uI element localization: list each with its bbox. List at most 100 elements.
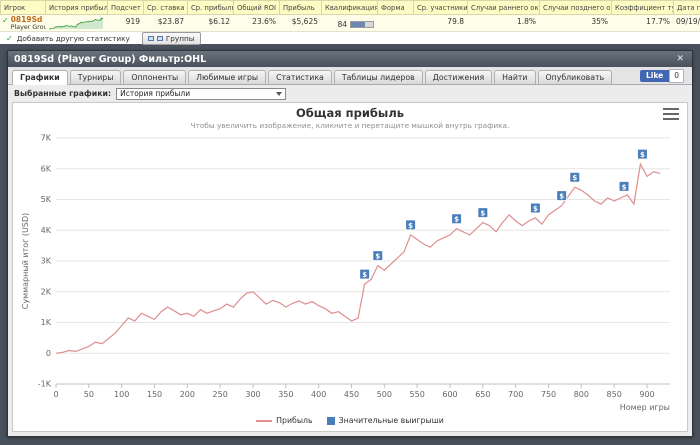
count-value: 919	[125, 17, 140, 26]
svg-text:$: $	[640, 151, 645, 159]
column-header-qualification[interactable]: Квалификация	[322, 0, 378, 15]
tab-opponents[interactable]: Оппоненты	[123, 70, 187, 84]
svg-text:250: 250	[213, 390, 228, 399]
total-roi-value: 23.6%	[252, 17, 276, 26]
legend-item-profit[interactable]: Прибыль	[256, 416, 313, 425]
svg-text:300: 300	[245, 390, 260, 399]
tab-find[interactable]: Найти	[494, 70, 536, 84]
column-header-profit-history[interactable]: История прибыли	[46, 0, 108, 15]
player-group-label: Player Group	[10, 24, 46, 31]
player-name[interactable]: 0819Sd	[10, 15, 43, 24]
early-finish-value: 1.8%	[516, 17, 536, 26]
svg-text:6K: 6K	[41, 164, 52, 173]
svg-text:$: $	[454, 216, 459, 224]
legend-label: Прибыль	[276, 416, 313, 425]
column-header-first-game[interactable]: Дата первой иг...	[674, 0, 700, 15]
column-header-form[interactable]: Форма	[378, 0, 414, 15]
tab-publish[interactable]: Опубликовать	[537, 70, 613, 84]
svg-text:500: 500	[377, 390, 392, 399]
svg-text:800: 800	[574, 390, 589, 399]
tab-favorite-games[interactable]: Любимые игры	[188, 70, 267, 84]
svg-text:450: 450	[344, 390, 359, 399]
svg-text:$: $	[559, 193, 564, 201]
svg-text:3K: 3K	[41, 257, 52, 266]
svg-text:Номер игры: Номер игры	[620, 403, 670, 412]
late-finish-value: 35%	[591, 17, 608, 26]
turbo-coeff-value: 17.7%	[646, 17, 670, 26]
legend-label: Значительные выигрыши	[338, 416, 444, 425]
qualification-cell: 84	[322, 15, 378, 31]
tab-graphs[interactable]: Графики	[12, 70, 68, 85]
groups-icon	[147, 35, 154, 41]
facebook-like-count: 0	[669, 68, 684, 83]
svg-text:$: $	[362, 271, 367, 279]
svg-text:100: 100	[114, 390, 129, 399]
facebook-like-widget[interactable]: Like 0	[639, 68, 684, 83]
add-stat-check-icon: ✓	[6, 33, 13, 43]
column-header-early-finish[interactable]: Случаи раннего окончания (10%)	[468, 0, 540, 15]
panel-body: Like 0 Графики Турниры Оппоненты Любимые…	[8, 67, 692, 436]
svg-text:700: 700	[508, 390, 523, 399]
svg-text:650: 650	[475, 390, 490, 399]
svg-text:-1K: -1K	[38, 380, 52, 389]
legend-item-big-wins[interactable]: Значительные выигрыши	[326, 416, 444, 425]
form-gauge-fill	[351, 21, 365, 27]
groups-icon	[156, 35, 163, 41]
form-value	[378, 15, 414, 31]
svg-text:2K: 2K	[41, 287, 52, 296]
column-header-player[interactable]: Игрок	[0, 0, 46, 15]
svg-text:600: 600	[442, 390, 457, 399]
svg-text:0: 0	[46, 349, 51, 358]
column-header-count[interactable]: Подсчет	[108, 0, 144, 15]
column-header-turbo-coeff[interactable]: Коэффициент турб.	[612, 0, 674, 15]
first-game-value: 09/19/2017 03:39	[676, 17, 700, 26]
tab-achievements[interactable]: Достижения	[424, 70, 493, 84]
hamburger-icon	[663, 118, 679, 120]
square-swatch-icon	[326, 416, 335, 425]
add-statistic-link[interactable]: Добавить другую статистику	[16, 33, 130, 43]
graph-type-value: История прибыли	[120, 89, 191, 98]
column-header-late-finish[interactable]: Случаи позднего окончания (10%)	[540, 0, 612, 15]
svg-text:Суммарный итог (USD): Суммарный итог (USD)	[21, 213, 30, 310]
svg-text:350: 350	[278, 390, 293, 399]
line-swatch-icon	[256, 419, 273, 422]
table-row[interactable]: ✓ 0819Sd Player Group 919 $23.87 $6.12 2…	[0, 15, 700, 32]
chart-menu-button[interactable]	[663, 108, 679, 120]
panel-titlebar: 0819Sd (Player Group) Фильтр:OHL ✕	[8, 51, 692, 67]
svg-text:4K: 4K	[41, 226, 52, 235]
column-header-avg-stake[interactable]: Ср. ставка	[144, 0, 188, 15]
graph-type-select[interactable]: История прибыли	[116, 87, 287, 100]
tab-tournaments[interactable]: Турниры	[69, 70, 122, 84]
close-icon[interactable]: ✕	[676, 54, 684, 64]
facebook-like-button[interactable]: Like	[639, 69, 670, 82]
tab-leaderboards[interactable]: Таблицы лидеров	[333, 70, 423, 84]
chart-title: Общая прибыль	[295, 106, 405, 120]
svg-text:200: 200	[180, 390, 195, 399]
svg-text:$: $	[375, 253, 380, 261]
column-header-avg-profit[interactable]: Ср. прибыль	[188, 0, 234, 15]
svg-text:900: 900	[639, 390, 654, 399]
chart-legend: Прибыль Значительные выигрыши	[13, 414, 687, 427]
column-header-avg-entrants[interactable]: Ср. участники	[414, 0, 468, 15]
column-header-profit[interactable]: Прибыль	[280, 0, 322, 15]
column-header-total-roi[interactable]: Общий ROI	[234, 0, 280, 15]
groups-button-label: Группы	[165, 33, 195, 43]
stats-toolbar: ✓ Добавить другую статистику Группы	[0, 31, 700, 45]
svg-text:50: 50	[84, 390, 94, 399]
svg-text:150: 150	[147, 390, 162, 399]
svg-text:0: 0	[53, 390, 58, 399]
svg-text:1K: 1K	[41, 318, 52, 327]
svg-text:400: 400	[311, 390, 326, 399]
svg-text:550: 550	[410, 390, 425, 399]
svg-text:850: 850	[607, 390, 622, 399]
panel-tabs: Графики Турниры Оппоненты Любимые игры С…	[8, 67, 692, 85]
avg-profit-value: $6.12	[208, 17, 230, 26]
profit-chart: Общая прибыль Чтобы увеличить изображени…	[12, 102, 688, 432]
tab-statistics[interactable]: Статистика	[268, 70, 332, 84]
svg-text:750: 750	[541, 390, 556, 399]
svg-text:$: $	[408, 222, 413, 230]
selected-check-icon: ✓	[2, 16, 9, 25]
groups-button[interactable]: Группы	[141, 31, 201, 45]
svg-text:$: $	[533, 205, 538, 213]
